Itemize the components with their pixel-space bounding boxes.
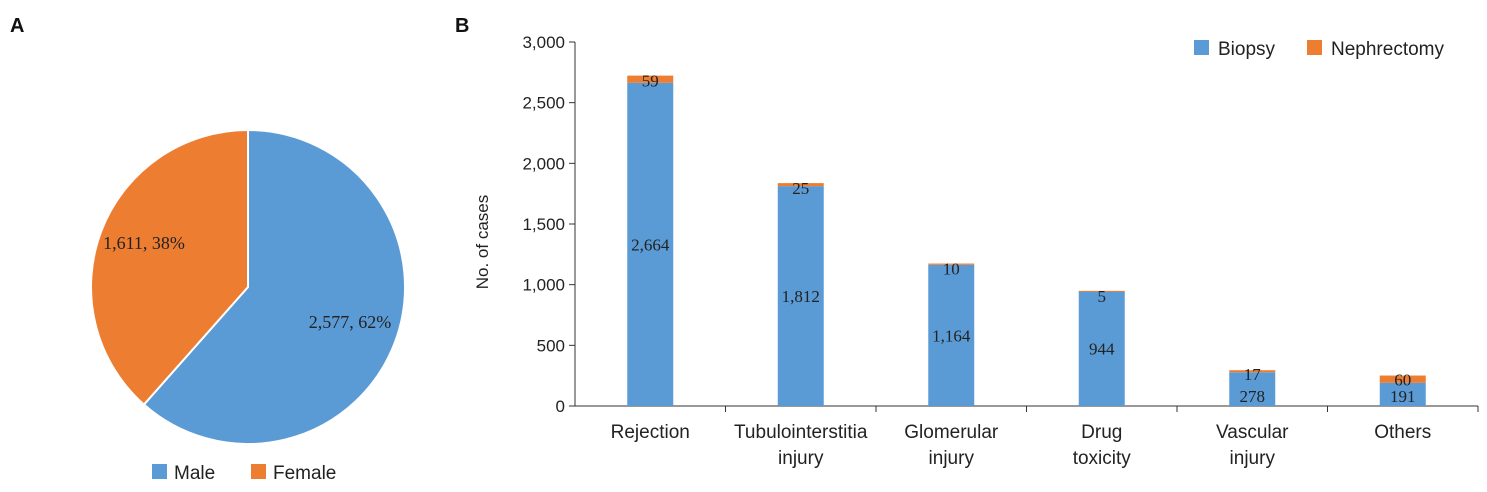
bar-chart: 0 500 1,000 1,500 2,000 2,500 3,000 No. of case… (473, 33, 1479, 469)
y-tick-label: 2,500 (522, 94, 565, 113)
category-label: Rejection (611, 422, 690, 443)
biopsy-value-label: 1,164 (932, 326, 971, 345)
bar-biopsy (777, 186, 824, 406)
nephrectomy-value-label: 10 (943, 260, 960, 279)
category-label: injury (778, 448, 824, 469)
nephrectomy-value-label: 59 (642, 72, 659, 91)
legend-label: Female (273, 463, 336, 484)
y-tick-label: 1,000 (522, 276, 565, 295)
biopsy-value-label: 191 (1390, 387, 1416, 406)
legend-swatch-nephrectomy (1307, 40, 1322, 55)
bar-legend: Biopsy Nephrectomy (1194, 39, 1444, 60)
pie-slice-male (142, 128, 407, 445)
bar-nephrectomy (1379, 375, 1426, 383)
bar-nephrectomy (777, 183, 824, 187)
category-label: Tubulointerstitia (734, 422, 868, 443)
legend-swatch-male (152, 464, 167, 479)
y-tick-label: 500 (537, 336, 565, 355)
bar-biopsy (627, 82, 674, 406)
panel-b-letter: B (455, 15, 469, 37)
pie-slice-label: 2,577, 62% (309, 312, 392, 332)
biopsy-value-label: 1,812 (782, 287, 820, 306)
legend-swatch-biopsy (1194, 40, 1209, 55)
y-tick-label: 2,000 (522, 154, 565, 173)
bar-biopsy (1379, 382, 1426, 406)
nephrectomy-value-label: 25 (792, 179, 809, 198)
y-axis-title: No. of cases (473, 195, 492, 290)
category-label: Glomerular (904, 422, 999, 443)
legend-label: Biopsy (1218, 39, 1276, 60)
category-label: Vascular (1216, 422, 1289, 443)
category-label: Drug (1081, 422, 1122, 443)
biopsy-value-label: 278 (1240, 387, 1266, 406)
panel-a-letter: A (10, 15, 24, 37)
category-label: toxicity (1073, 448, 1132, 469)
bar-nephrectomy (627, 75, 674, 83)
legend-label: Male (174, 463, 215, 484)
legend-label: Nephrectomy (1331, 39, 1444, 60)
bar-biopsy (1229, 372, 1276, 406)
biopsy-value-label: 944 (1089, 340, 1115, 359)
category-label: injury (1230, 448, 1276, 469)
nephrectomy-value-label: 5 (1098, 287, 1107, 306)
nephrectomy-value-label: 60 (1394, 371, 1411, 390)
pie-legend: Male Female (152, 463, 336, 484)
nephrectomy-value-label: 17 (1244, 365, 1262, 384)
bar-nephrectomy (1078, 290, 1125, 292)
pie-chart: 2,577, 62% 1,611, 38% (90, 128, 407, 445)
legend-swatch-female (251, 464, 266, 479)
y-tick-label: 0 (556, 397, 565, 416)
bar-nephrectomy (928, 263, 975, 265)
bar-biopsy (928, 264, 975, 406)
bar-biopsy (1078, 291, 1125, 406)
bar-nephrectomy (1229, 370, 1276, 373)
y-tick-label: 1,500 (522, 215, 565, 234)
pie-slice-female (90, 128, 249, 406)
pie-slice-label: 1,611, 38% (103, 233, 185, 253)
biopsy-value-label: 2,664 (631, 235, 670, 254)
y-tick-label: 3,000 (522, 33, 565, 52)
category-label: Others (1374, 422, 1431, 443)
category-label: injury (929, 448, 975, 469)
